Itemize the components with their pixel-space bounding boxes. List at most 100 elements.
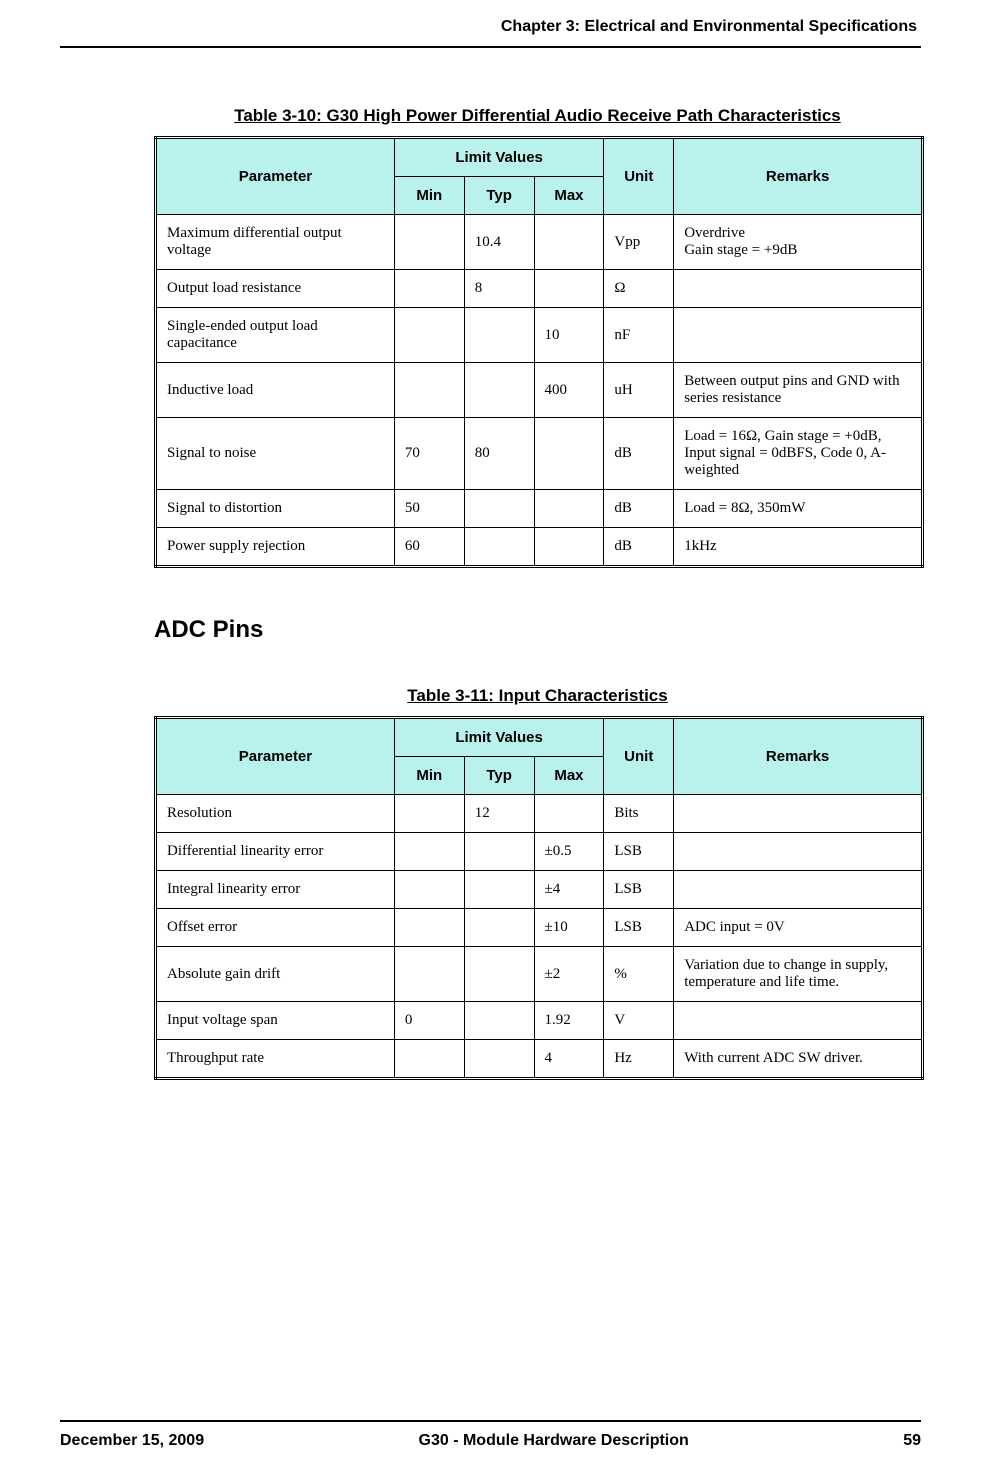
cell-param: Maximum differential output voltage	[156, 215, 395, 270]
table-3-11-body: Resolution 12 Bits Differential linearity e…	[156, 795, 923, 1079]
table-row: Throughput rate 4HzWith current ADC SW dr…	[156, 1040, 923, 1079]
cell-max: ±4	[534, 871, 604, 909]
cell-min: 0	[394, 1002, 464, 1040]
cell-min	[394, 871, 464, 909]
cell-unit: Bits	[604, 795, 674, 833]
cell-unit: dB	[604, 528, 674, 567]
cell-remarks: 1kHz	[674, 528, 923, 567]
cell-unit: Ω	[604, 270, 674, 308]
cell-remarks: Load = 16Ω, Gain stage = +0dB,Input sign…	[674, 418, 923, 490]
cell-min	[394, 270, 464, 308]
cell-unit: Vpp	[604, 215, 674, 270]
cell-remarks: Variation due to change in supply, tempe…	[674, 947, 923, 1002]
cell-min	[394, 833, 464, 871]
cell-remarks: OverdriveGain stage = +9dB	[674, 215, 923, 270]
th-typ: Typ	[464, 757, 534, 795]
th-remarks: Remarks	[674, 138, 923, 215]
cell-max	[534, 270, 604, 308]
cell-min: 70	[394, 418, 464, 490]
cell-remarks: With current ADC SW driver.	[674, 1040, 923, 1079]
cell-unit: LSB	[604, 871, 674, 909]
cell-param: Signal to noise	[156, 418, 395, 490]
cell-max	[534, 490, 604, 528]
cell-typ	[464, 833, 534, 871]
table-row: Integral linearity error ±4LSB	[156, 871, 923, 909]
th-limit-values: Limit Values	[394, 138, 603, 177]
table-row: Differential linearity error±0.5LSB	[156, 833, 923, 871]
table-row: Maximum differential output voltage10.4V…	[156, 215, 923, 270]
cell-unit: dB	[604, 418, 674, 490]
cell-min	[394, 1040, 464, 1079]
cell-remarks	[674, 1002, 923, 1040]
cell-remarks	[674, 833, 923, 871]
table-row: Resolution 12 Bits	[156, 795, 923, 833]
cell-remarks: Load = 8Ω, 350mW	[674, 490, 923, 528]
cell-typ: 12	[464, 795, 534, 833]
table-row: Inductive load400uHBetween output pins a…	[156, 363, 923, 418]
footer-page: 59	[903, 1432, 921, 1450]
table-row: Power supply rejection60dB1kHz	[156, 528, 923, 567]
cell-min	[394, 308, 464, 363]
table-3-10-caption: Table 3-10: G30 High Power Differential …	[154, 106, 921, 126]
cell-min: 50	[394, 490, 464, 528]
th-min: Min	[394, 177, 464, 215]
cell-unit: nF	[604, 308, 674, 363]
table-row: Output load resistance8Ω	[156, 270, 923, 308]
cell-param: Throughput rate	[156, 1040, 395, 1079]
cell-unit: Hz	[604, 1040, 674, 1079]
th-unit: Unit	[604, 138, 674, 215]
cell-typ	[464, 1040, 534, 1079]
cell-min	[394, 215, 464, 270]
table-row: Absolute gain drift±2%Variation due to c…	[156, 947, 923, 1002]
cell-typ	[464, 1002, 534, 1040]
cell-param: Resolution	[156, 795, 395, 833]
cell-min	[394, 909, 464, 947]
cell-min	[394, 795, 464, 833]
cell-max	[534, 528, 604, 567]
cell-typ	[464, 308, 534, 363]
cell-max: ±0.5	[534, 833, 604, 871]
table-row: Single-ended output load capacitance10nF	[156, 308, 923, 363]
cell-typ	[464, 363, 534, 418]
cell-param: Power supply rejection	[156, 528, 395, 567]
table-row: Offset error±10LSBADC input = 0V	[156, 909, 923, 947]
th-limit-values: Limit Values	[394, 718, 603, 757]
table-row: Signal to distortion50dBLoad = 8Ω, 350mW	[156, 490, 923, 528]
th-min: Min	[394, 757, 464, 795]
cell-max: 4	[534, 1040, 604, 1079]
cell-max	[534, 418, 604, 490]
cell-typ: 8	[464, 270, 534, 308]
table-3-11: Parameter Limit Values Unit Remarks Min …	[154, 716, 924, 1080]
th-parameter: Parameter	[156, 718, 395, 795]
cell-remarks: Between output pins and GND with series …	[674, 363, 923, 418]
table-3-11-caption: Table 3-11: Input Characteristics	[154, 686, 921, 706]
table-3-10: Parameter Limit Values Unit Remarks Min …	[154, 136, 924, 568]
table-row: Signal to noise7080 dBLoad = 16Ω, Gain st…	[156, 418, 923, 490]
cell-param: Signal to distortion	[156, 490, 395, 528]
cell-max: 1.92	[534, 1002, 604, 1040]
table-row: Input voltage span01.92V	[156, 1002, 923, 1040]
chapter-heading: Chapter 3: Electrical and Environmental …	[60, 18, 921, 42]
cell-typ	[464, 528, 534, 567]
cell-remarks	[674, 270, 923, 308]
cell-max: ±2	[534, 947, 604, 1002]
cell-remarks	[674, 871, 923, 909]
cell-unit: LSB	[604, 909, 674, 947]
cell-param: Integral linearity error	[156, 871, 395, 909]
cell-max: 10	[534, 308, 604, 363]
cell-typ: 80	[464, 418, 534, 490]
footer-title: G30 - Module Hardware Description	[419, 1432, 689, 1450]
cell-param: Differential linearity error	[156, 833, 395, 871]
th-parameter: Parameter	[156, 138, 395, 215]
cell-param: Absolute gain drift	[156, 947, 395, 1002]
cell-remarks: ADC input = 0V	[674, 909, 923, 947]
adc-pins-heading: ADC Pins	[154, 616, 921, 644]
cell-typ	[464, 490, 534, 528]
footer-date: December 15, 2009	[60, 1432, 204, 1450]
th-max: Max	[534, 177, 604, 215]
footer-rule	[60, 1420, 921, 1422]
cell-param: Inductive load	[156, 363, 395, 418]
cell-max	[534, 215, 604, 270]
cell-typ	[464, 947, 534, 1002]
th-remarks: Remarks	[674, 718, 923, 795]
